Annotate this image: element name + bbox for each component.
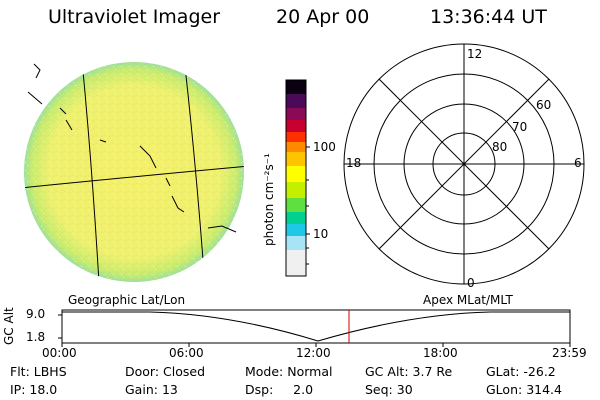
- timeline-left-caption: Geographic Lat/Lon: [68, 293, 186, 307]
- status-seq: Seq: 30: [365, 382, 413, 397]
- status-gain: Gain: 13: [125, 382, 178, 397]
- colorbar-tick-10: 10: [313, 227, 329, 241]
- lat-label-60: 60: [536, 98, 552, 112]
- mlt-label-12: 12: [467, 47, 483, 61]
- status-door: Door: Closed: [125, 364, 206, 379]
- mlt-label-18: 18: [346, 156, 362, 170]
- app-title: Ultraviolet Imager: [48, 6, 221, 28]
- mlt-label-0: 0: [467, 276, 475, 290]
- lat-label-80: 80: [492, 140, 508, 154]
- altitude-timeline: [58, 309, 571, 347]
- mlt-label-6: 6: [574, 156, 582, 170]
- timeline-xtick-1800: 18:00: [423, 346, 458, 360]
- colorbar-unit-label: photon cm⁻²s⁻¹: [262, 153, 276, 246]
- timeline-right-caption: Apex MLat/MLT: [423, 293, 513, 307]
- timeline-ytick-1-8: 1.8: [26, 330, 46, 344]
- status-mode: Mode: Normal: [245, 364, 333, 379]
- timeline-xtick-1200: 12:00: [296, 346, 331, 360]
- status-dsp: Dsp: 2.0: [245, 382, 314, 397]
- latitude-line: [24, 165, 244, 189]
- color-scale-bar: [285, 79, 310, 277]
- status-filter: Flt: LBHS: [10, 364, 67, 379]
- timeline-ytick-9: 9.0: [26, 307, 46, 321]
- coastline: [27, 63, 237, 233]
- observation-date: 20 Apr 00: [276, 6, 370, 28]
- timeline-xtick-0000: 00:00: [42, 346, 77, 360]
- uv-earth-image: [24, 62, 244, 282]
- status-ip: IP: 18.0: [10, 382, 58, 397]
- colorbar-tick-100: 100: [313, 140, 336, 154]
- altitude-curve: [62, 311, 570, 342]
- polar-grid: [343, 43, 585, 285]
- observation-time: 13:36:44 UT: [430, 6, 547, 28]
- timeline-xtick-2359: 23:59: [552, 346, 587, 360]
- status-glon: GLon: 314.4: [486, 382, 562, 397]
- lat-label-70: 70: [512, 120, 528, 134]
- status-glat: GLat: -26.2: [486, 364, 556, 379]
- status-gc-alt: GC Alt: 3.7 Re: [365, 364, 453, 379]
- timeline-xtick-0600: 06:00: [169, 346, 204, 360]
- timeline-y-axis-label: GC Alt: [2, 307, 16, 345]
